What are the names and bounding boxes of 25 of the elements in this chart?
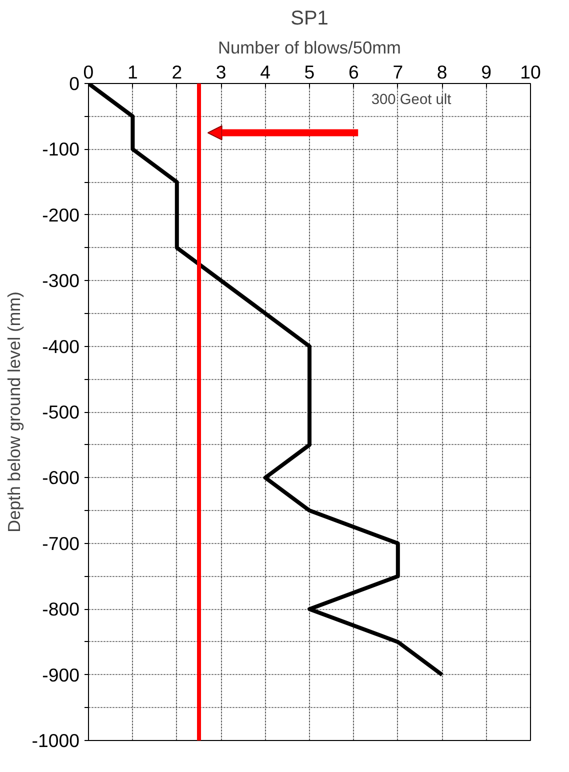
x-tick-label: 4 <box>260 62 271 82</box>
y-tick-label: -600 <box>42 467 80 488</box>
y-tick-label: -1000 <box>32 730 80 751</box>
y-tick-label: -700 <box>42 532 80 554</box>
x-tick-label: 9 <box>481 62 492 82</box>
chart-title: SP1 <box>290 8 328 30</box>
annotation: 300 Geot ult <box>371 92 452 108</box>
x-tick-label: 5 <box>304 62 315 82</box>
y-tick-label: -200 <box>42 204 80 226</box>
y-tick-label: -500 <box>42 402 80 422</box>
x-axis-title: Number of blows/50mm <box>218 38 401 58</box>
x-tick-label: 7 <box>392 62 404 82</box>
x-tick-label: 0 <box>83 62 94 82</box>
x-tick-label: 10 <box>520 62 541 82</box>
y-tick-label: -800 <box>42 598 80 620</box>
y-axis-title: Depth below ground level (mm) <box>4 292 24 532</box>
x-tick-label: 2 <box>172 62 182 82</box>
x-tick-label: 3 <box>216 62 226 82</box>
y-tick-label: -900 <box>42 664 80 686</box>
y-tick-label: -400 <box>42 336 80 357</box>
y-tick-label: -300 <box>42 270 80 292</box>
x-tick-label: 1 <box>128 62 138 82</box>
x-tick-label: 6 <box>348 62 359 82</box>
x-tick-label: 8 <box>436 62 448 82</box>
y-tick-label: -100 <box>42 138 80 160</box>
